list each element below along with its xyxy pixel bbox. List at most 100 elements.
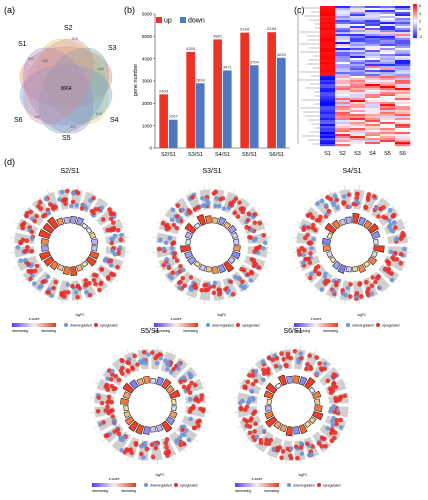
- zscore-bar: [373, 245, 385, 253]
- gene-dot-up: [244, 418, 250, 424]
- heatmap-cell: [365, 102, 381, 105]
- heatmap-cell: [335, 6, 351, 9]
- heatmap-cell: [380, 134, 396, 137]
- heatmap-cell: [350, 122, 366, 125]
- gene-dot-down: [110, 248, 115, 254]
- heatmap-cell: [350, 72, 366, 75]
- heatmap-cell: [335, 96, 351, 99]
- gene-dot-up: [188, 275, 194, 280]
- venn-count: 403: [70, 125, 76, 129]
- heatmap-cell: [365, 30, 381, 33]
- zscore-bar: [357, 216, 367, 227]
- zscore-bar: [367, 256, 378, 266]
- heatmap-cell: [380, 104, 396, 107]
- term-tick: [183, 357, 187, 361]
- gene-dot-up: [186, 208, 191, 213]
- heatmap-cell: [335, 114, 351, 117]
- heatmap-cell: [380, 74, 396, 77]
- gene-dot-down: [254, 434, 260, 440]
- gene-dot-up: [252, 220, 258, 225]
- heatmap-cell: [350, 96, 366, 99]
- heatmap-column-label: S6: [399, 151, 406, 157]
- gene-dot-down: [177, 285, 182, 291]
- heatmap-cell: [365, 28, 381, 31]
- heatmap-cell: [365, 18, 381, 21]
- heatmap-cell: [350, 78, 366, 81]
- gene-dot-up: [187, 409, 193, 415]
- gene-dot-up: [298, 445, 304, 450]
- gene-dot-up: [261, 367, 266, 373]
- heatmap-cell: [380, 26, 396, 29]
- heatmap-cell: [395, 46, 411, 49]
- gene-dot-up: [32, 218, 38, 224]
- venn-ellipse: [19, 64, 113, 126]
- colorbar-tick-label: 6: [419, 4, 421, 8]
- gene-dot-down: [117, 245, 123, 250]
- term-tick: [344, 426, 349, 429]
- gene-dot-down: [112, 233, 118, 239]
- heatmap-cell: [335, 46, 351, 49]
- gene-dot-down: [45, 274, 51, 280]
- gene-dot-up: [213, 189, 219, 195]
- gene-dot-up: [36, 204, 41, 209]
- gene-dot-up: [310, 222, 316, 228]
- gene-dot-up: [141, 349, 147, 355]
- zscore-bar: [293, 426, 301, 435]
- gene-dot-up: [308, 366, 314, 372]
- gene-dot-up: [93, 207, 99, 212]
- gene-dot-up: [218, 196, 223, 202]
- legend-increasing: increasing: [264, 489, 279, 493]
- gene-dot-down: [181, 267, 186, 273]
- term-tick: [157, 460, 158, 465]
- heatmap-cell: [380, 118, 396, 121]
- gene-dot-up: [51, 285, 56, 291]
- heatmap-cell: [365, 36, 381, 39]
- gene-dot-down: [331, 289, 336, 294]
- gene-dot-down: [71, 191, 76, 196]
- heatmap-cell: [365, 110, 381, 113]
- legend-increasing: increasing: [121, 489, 136, 493]
- colorbar-tick-label: 0: [419, 27, 421, 31]
- gene-dot-up: [337, 395, 343, 401]
- gene-dot-down: [299, 451, 305, 456]
- term-tick: [326, 357, 330, 361]
- gene-dot-up: [307, 260, 313, 265]
- heatmap-cell: [395, 138, 411, 141]
- heatmap-cell: [335, 120, 351, 123]
- gene-dot-up: [189, 380, 194, 386]
- gene-dot-down: [99, 205, 105, 211]
- gene-dot-up: [149, 442, 155, 448]
- gene-dot-up: [211, 284, 217, 289]
- heatmap-cell: [380, 52, 396, 55]
- gene-dot-up: [238, 206, 244, 212]
- heatmap-cell: [320, 78, 336, 81]
- heatmap-cell: [350, 134, 366, 137]
- term-tick: [33, 197, 37, 201]
- gene-dot-up: [398, 260, 404, 266]
- zscore-bar: [185, 238, 191, 245]
- zscore-bar: [352, 213, 360, 224]
- gene-dot-up: [87, 280, 92, 286]
- heatmap-cell: [365, 44, 381, 47]
- heatmap-cell: [320, 86, 336, 89]
- gene-dot-down: [30, 262, 35, 268]
- heatmap-cell: [380, 96, 396, 99]
- heatmap-cell: [380, 114, 396, 117]
- gene-dot-up: [240, 279, 245, 285]
- heatmap-cell: [335, 26, 351, 29]
- heatmap-cell: [320, 106, 336, 109]
- heatmap-cell: [350, 100, 366, 103]
- heatmap-cell: [320, 138, 336, 141]
- zscore-bar: [161, 420, 173, 433]
- bar-up: [186, 51, 195, 149]
- heatmap-cell: [365, 114, 381, 117]
- bar-value-label: 3704: [250, 59, 260, 64]
- gene-dot-up: [129, 365, 135, 370]
- gene-dot-up: [308, 212, 313, 217]
- legend-label-down: down: [188, 18, 205, 25]
- heatmap-cell: [320, 46, 336, 49]
- gene-dot-down: [251, 237, 257, 243]
- gene-dot-up: [163, 440, 169, 446]
- heatmap-cell: [380, 126, 396, 129]
- term-tick: [256, 208, 260, 212]
